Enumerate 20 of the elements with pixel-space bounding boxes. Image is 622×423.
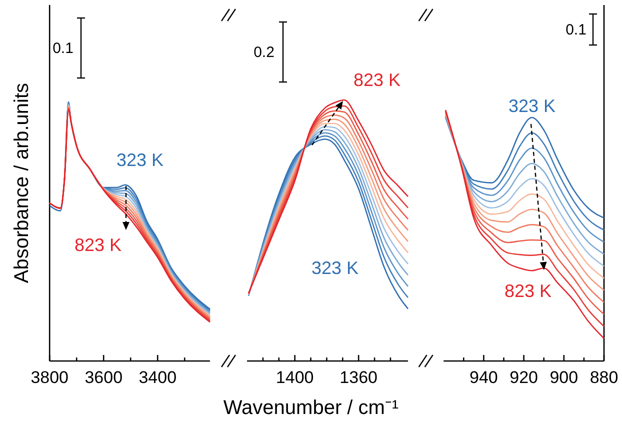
- x-tick-label: 1360: [340, 368, 378, 388]
- annotation: 323 K: [311, 258, 359, 278]
- x-tick-label: 3800: [30, 368, 69, 388]
- x-tick-label: 3600: [84, 368, 123, 388]
- annotation: 823 K: [504, 281, 552, 301]
- y-axis-title: Absorbance / arb.units: [11, 82, 33, 284]
- annotation: 823 K: [74, 235, 122, 255]
- text: 0.2: [254, 44, 274, 61]
- x-tick-label: 3400: [138, 368, 177, 388]
- text: 0.1: [52, 40, 74, 57]
- text: 823 K: [353, 70, 401, 90]
- annotation: 323 K: [116, 150, 164, 170]
- text: 0.1: [566, 22, 586, 38]
- x-tick-label: 1400: [276, 368, 314, 388]
- x-tick-label: 940: [470, 368, 498, 388]
- x-tick-label: 900: [550, 368, 578, 388]
- x-axis-title: Wavenumber / cm⁻¹: [223, 397, 399, 419]
- x-tick-label: 880: [590, 368, 618, 388]
- annotation: 323 K: [508, 96, 556, 116]
- x-tick-label: 920: [510, 368, 538, 388]
